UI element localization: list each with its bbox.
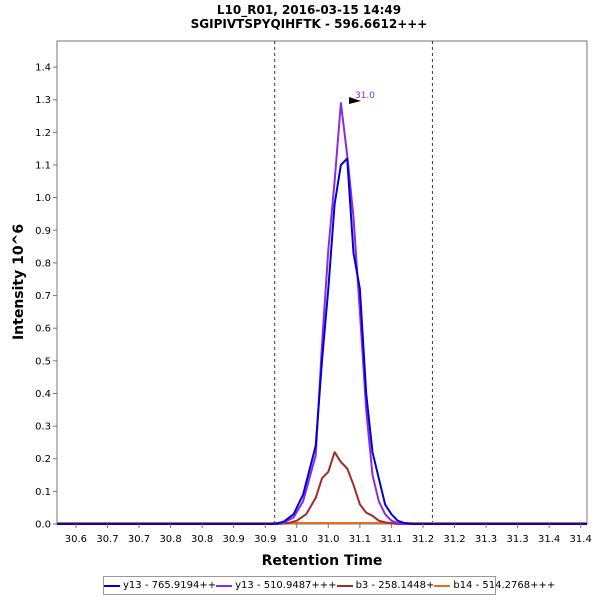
x-axis-title: Retention Time — [262, 553, 383, 569]
y-tick-label: 1.1 — [35, 161, 51, 172]
legend-label: y13 - 510.9487+++ — [235, 580, 337, 591]
y-tick-label: 0.6 — [35, 324, 51, 335]
x-tick-label: 30.9 — [254, 534, 276, 545]
y-tick-label: 0.0 — [35, 520, 51, 531]
y-tick-label: 0.5 — [35, 356, 51, 367]
legend-item: b14 - 514.2768+++ — [434, 580, 555, 591]
x-tick-label: 30.8 — [191, 534, 213, 545]
legend-item: y13 - 510.9487+++ — [216, 580, 337, 591]
y-tick-label: 0.8 — [35, 258, 51, 269]
x-tick-label: 31.2 — [412, 534, 434, 545]
x-tick-label: 31.4 — [538, 534, 560, 545]
legend: y13 - 765.9194++ y13 - 510.9487+++ b3 - 25… — [103, 576, 555, 595]
x-tick-label: 31.3 — [475, 534, 497, 545]
peak-label: 31.0 — [355, 91, 375, 101]
legend-label: b3 - 258.1448+ — [355, 580, 435, 591]
legend-swatch — [104, 584, 120, 587]
x-tick-label: 30.8 — [159, 534, 181, 545]
chart-title: L10_R01, 2016-03-15 14:49 — [217, 3, 401, 18]
y-tick-label: 1.3 — [35, 95, 51, 106]
x-tick-label: 31.4 — [570, 534, 592, 545]
legend-label: b14 - 514.2768+++ — [453, 580, 556, 591]
x-tick-label: 31.1 — [380, 534, 402, 545]
series-line — [57, 157, 587, 525]
y-tick-label: 0.4 — [35, 389, 51, 400]
y-tick-label: 0.1 — [35, 487, 51, 498]
legend-swatch — [336, 584, 353, 587]
plot-area — [56, 40, 588, 525]
legend-swatch — [434, 584, 451, 587]
x-tick-label: 30.7 — [128, 534, 150, 545]
y-tick-label: 1.2 — [35, 128, 51, 139]
x-tick-label: 30.7 — [96, 534, 118, 545]
x-tick-label: 31.0 — [286, 534, 308, 545]
y-tick-label: 0.7 — [35, 291, 51, 302]
x-tick-label: 31.3 — [506, 534, 528, 545]
y-axis-title: Intensity 10^6 — [11, 224, 27, 340]
legend-item: y13 - 765.9194++ — [104, 580, 216, 591]
series-line — [57, 451, 587, 525]
legend-swatch — [216, 584, 233, 587]
x-tick-label: 31.2 — [443, 534, 465, 545]
peak-marker-icon — [349, 97, 362, 105]
legend-item: b3 - 258.1448+ — [336, 580, 435, 591]
x-tick-label: 31.0 — [317, 534, 339, 545]
x-tick-label: 31.1 — [349, 534, 371, 545]
chart-subtitle: SGIPIVTSPYQIHFTK - 596.6612+++ — [191, 17, 428, 31]
x-tick-label: 30.6 — [65, 534, 87, 545]
y-tick-label: 0.3 — [35, 422, 51, 433]
x-tick-label: 30.9 — [223, 534, 245, 545]
legend-label: y13 - 765.9194++ — [123, 580, 217, 591]
y-tick-label: 0.9 — [35, 226, 51, 237]
y-tick-label: 1.0 — [35, 193, 51, 204]
y-tick-label: 0.2 — [35, 454, 51, 465]
series-line — [57, 102, 587, 525]
y-tick-label: 1.4 — [35, 63, 51, 74]
